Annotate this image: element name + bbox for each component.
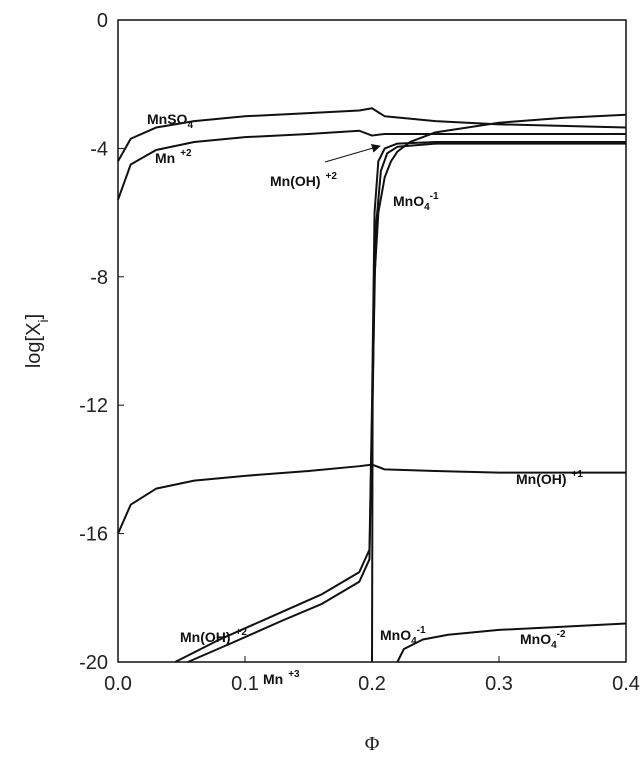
annotation-text: Mn (155, 150, 175, 166)
annotation-sup: +2 (236, 627, 248, 638)
x-tick-label: 0.2 (358, 673, 386, 695)
y-tick-label: -4 (90, 138, 108, 160)
series-line (174, 140, 626, 663)
arrow (324, 143, 381, 163)
annotation-text: MnO (393, 193, 424, 209)
annotation-sup: +3 (288, 669, 300, 680)
annotation: Mn(OH) +2 (180, 627, 247, 645)
annotation: MnO4-2 (520, 629, 566, 651)
annotation-sup: +1 (572, 469, 584, 480)
annotation-sup: -2 (557, 629, 566, 640)
annotation: MnSO4 (147, 111, 193, 131)
annotation-text: MnO (520, 631, 551, 647)
x-tick-label: 0.3 (485, 673, 513, 695)
series-line (117, 463, 626, 535)
annotation-text: Mn(OH) (270, 173, 321, 189)
y-tick-label: 0 (97, 10, 108, 32)
annotation-sub: 4 (424, 202, 430, 213)
annotation-text: MnO (380, 627, 411, 643)
x-tick-label: 0.1 (231, 673, 259, 695)
annotation-text: Mn(OH) (516, 471, 567, 487)
series-line (117, 129, 626, 201)
annotation: MnO4-1 (393, 191, 439, 213)
y-tick-label: -12 (79, 395, 108, 417)
y-label-end: ] (23, 314, 45, 320)
y-label-main: log[X (23, 323, 45, 369)
annotation-text: Mn(OH) (180, 629, 231, 645)
annotation-sub: 4 (551, 640, 557, 651)
annotation-sub: 4 (187, 120, 193, 131)
annotation-sub: 4 (411, 636, 417, 647)
series-line (371, 113, 627, 663)
annotation-text: Mn (263, 671, 283, 687)
annotation: Mn +3 (263, 669, 300, 687)
y-tick-label: -8 (90, 267, 108, 289)
series-line (396, 622, 627, 663)
annotation: Mn +2 (155, 148, 192, 166)
annotation: Mn(OH) +2 (270, 171, 337, 189)
annotation-sup: -1 (430, 191, 439, 202)
y-tick-label: -20 (79, 652, 108, 674)
annotation-sup: -1 (417, 625, 426, 636)
annotation-text: MnSO (147, 111, 188, 127)
y-axis-label: log[Xi] (23, 314, 51, 368)
x-tick-label: 0.4 (612, 673, 640, 695)
annotation: Mn(OH) +1 (516, 469, 583, 487)
y-tick-label: -16 (79, 524, 108, 546)
annotation-sup: +2 (326, 171, 338, 182)
annotation: MnO4-1 (380, 625, 426, 647)
x-axis-label: Φ (365, 733, 380, 755)
y-label-sub: i (35, 319, 51, 322)
series-line (117, 107, 627, 162)
x-tick-label: 0.0 (104, 673, 132, 695)
annotation-sup: +2 (180, 148, 192, 159)
series-line (187, 142, 626, 663)
